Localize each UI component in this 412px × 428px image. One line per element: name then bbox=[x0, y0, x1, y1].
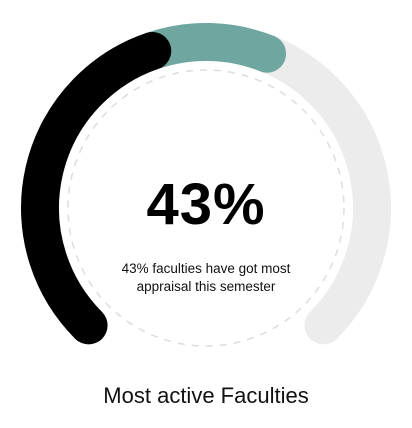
gauge-segment-black bbox=[21, 31, 172, 345]
gauge-chart bbox=[21, 23, 391, 347]
card-title: Most active Faculties bbox=[103, 383, 309, 408]
gauge-caption: 43% faculties have got most appraisal th… bbox=[121, 261, 291, 294]
gauge-inner-dashed-ring bbox=[67, 69, 345, 347]
gauge-track-remaining bbox=[248, 34, 391, 345]
gauge-percentage-value: 43% bbox=[146, 172, 266, 237]
